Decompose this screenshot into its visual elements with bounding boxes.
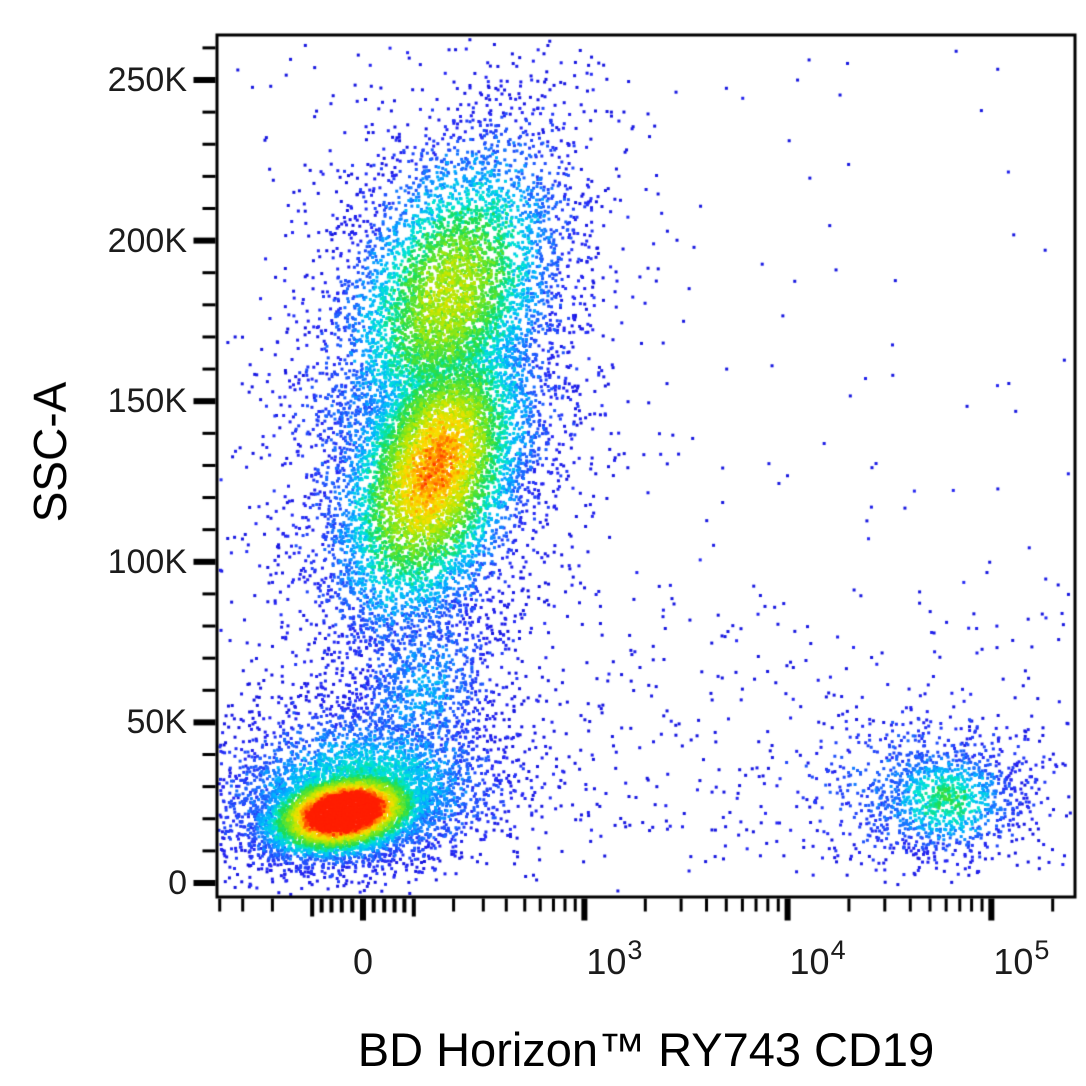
x-tick-exponent: 5 <box>1034 935 1050 965</box>
x-tick-base: 10 <box>586 941 627 982</box>
x-tick-label-10e3: 103 <box>586 935 642 985</box>
x-tick-base: 0 <box>352 941 374 982</box>
y-tick-label-100k: 100K <box>107 542 187 581</box>
x-tick-label-0: 0 <box>353 942 373 982</box>
x-axis-title: BD Horizon™ RY743 CD19 <box>357 1023 935 1076</box>
x-tick-exponent: 4 <box>830 935 846 965</box>
x-tick-base: 10 <box>789 941 830 982</box>
y-tick-label-200k: 200K <box>107 221 187 260</box>
x-tick-label-10e4: 104 <box>789 935 846 985</box>
y-axis-title: SSC-A <box>24 381 76 523</box>
x-tick-base: 10 <box>993 941 1034 982</box>
y-tick-label-150k: 150K <box>107 382 187 421</box>
y-tick-label-0: 0 <box>168 864 187 902</box>
y-tick-label-50k: 50K <box>126 703 188 742</box>
x-tick-label-10e5: 105 <box>993 935 1049 985</box>
y-tick-label-250k: 250K <box>107 61 187 99</box>
x-tick-exponent: 3 <box>627 935 643 965</box>
